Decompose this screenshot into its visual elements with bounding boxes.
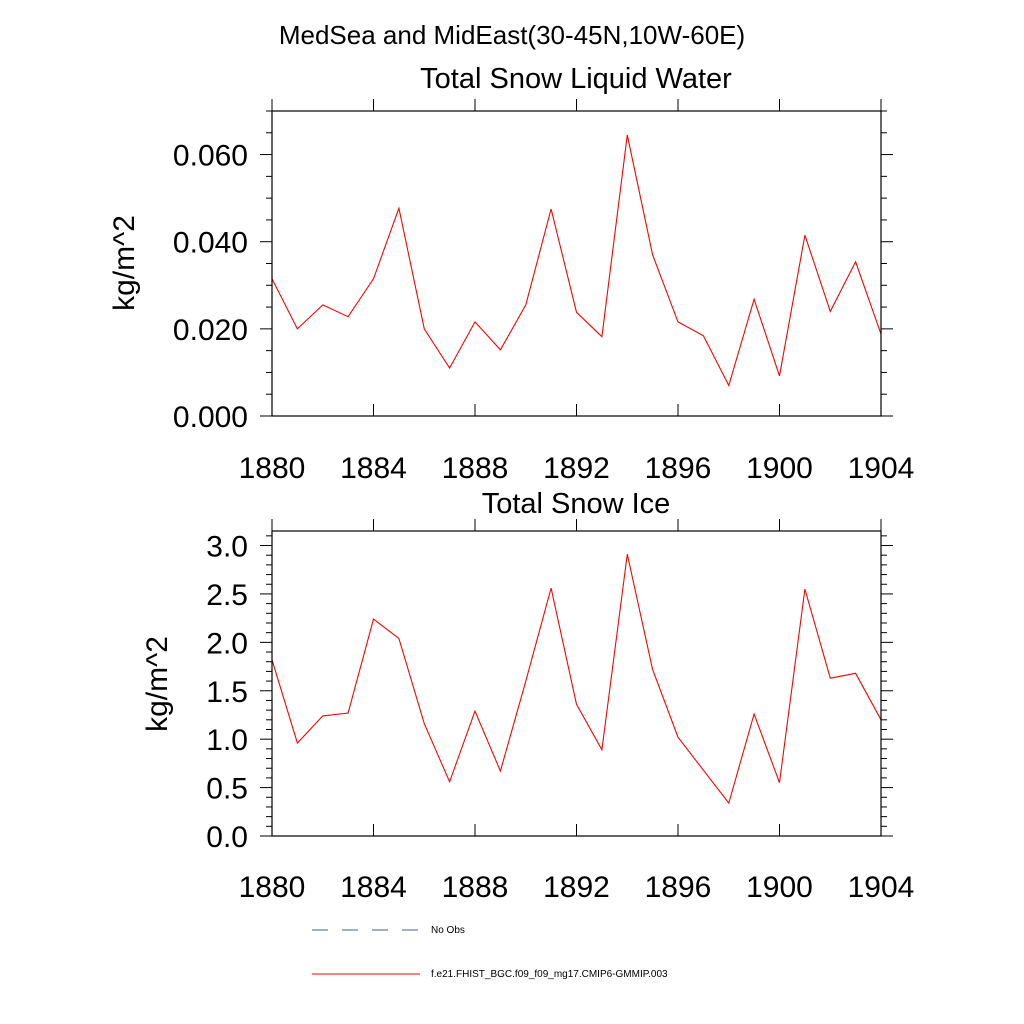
panel-title: Total Snow Ice bbox=[482, 488, 671, 520]
y-tick-label: 2.0 bbox=[206, 627, 248, 660]
x-tick-label: 1896 bbox=[645, 452, 712, 485]
x-tick-label: 1892 bbox=[543, 452, 610, 485]
plot-frame bbox=[271, 530, 882, 837]
y-tick-label: 1.5 bbox=[206, 676, 248, 709]
series-line bbox=[271, 134, 882, 387]
x-tick-label: 1888 bbox=[442, 871, 509, 904]
x-tick-label: 1900 bbox=[746, 452, 813, 485]
x-tick-label: 1884 bbox=[340, 452, 407, 485]
y-tick-labels: 0.000 0.020 0.040 0.060 bbox=[173, 140, 248, 434]
y-tick-label: 3.0 bbox=[206, 531, 248, 564]
x-tick-label: 1904 bbox=[848, 452, 915, 485]
x-tick-label: 1892 bbox=[543, 871, 610, 904]
y-axis-label: kg/m^2 bbox=[141, 636, 174, 732]
legend-label-model: f.e21.FHIST_BGC.f09_f09_mg17.CMIP6-GMMIP… bbox=[431, 969, 668, 980]
series-group bbox=[271, 134, 882, 387]
x-tick-labels: 1880 1884 1888 1892 1896 1900 1904 bbox=[239, 871, 915, 904]
legend: No Obs f.e21.FHIST_BGC.f09_f09_mg17.CMIP… bbox=[312, 925, 668, 980]
panel-total-snow-liquid-water: Total Snow Liquid Water kg/m^2 0.000 0.02… bbox=[108, 63, 914, 485]
x-tick-labels: 1880 1884 1888 1892 1896 1900 1904 bbox=[239, 452, 915, 485]
legend-label-no-obs: No Obs bbox=[431, 925, 465, 936]
y-tick-label: 0.060 bbox=[173, 140, 248, 173]
y-tick-label: 0.020 bbox=[173, 314, 248, 347]
x-tick-label: 1900 bbox=[746, 871, 813, 904]
plot-frame bbox=[271, 110, 882, 417]
axis-ticks bbox=[260, 99, 893, 417]
x-tick-label: 1884 bbox=[340, 871, 407, 904]
panel-total-snow-ice: Total Snow Ice kg/m^2 0.0 0.5 1.0 1.5 2.0 2.5… bbox=[141, 488, 914, 904]
y-tick-label: 1.0 bbox=[206, 724, 248, 757]
y-tick-label: 0.000 bbox=[173, 401, 248, 434]
x-tick-label: 1888 bbox=[442, 452, 509, 485]
series-line bbox=[271, 554, 882, 805]
y-tick-labels: 0.0 0.5 1.0 1.5 2.0 2.5 3.0 bbox=[206, 531, 248, 854]
y-tick-label: 0.040 bbox=[173, 227, 248, 260]
x-tick-label: 1880 bbox=[239, 871, 306, 904]
y-tick-label: 0.0 bbox=[206, 821, 248, 854]
y-tick-label: 2.5 bbox=[206, 579, 248, 612]
y-tick-label: 0.5 bbox=[206, 773, 248, 806]
panel-title: Total Snow Liquid Water bbox=[420, 63, 732, 95]
x-tick-label: 1896 bbox=[645, 871, 712, 904]
x-tick-label: 1904 bbox=[848, 871, 915, 904]
x-tick-label: 1880 bbox=[239, 452, 306, 485]
figure-suptitle: MedSea and MidEast(30-45N,10W-60E) bbox=[279, 20, 745, 50]
y-axis-label: kg/m^2 bbox=[108, 215, 141, 311]
series-group bbox=[271, 554, 882, 805]
